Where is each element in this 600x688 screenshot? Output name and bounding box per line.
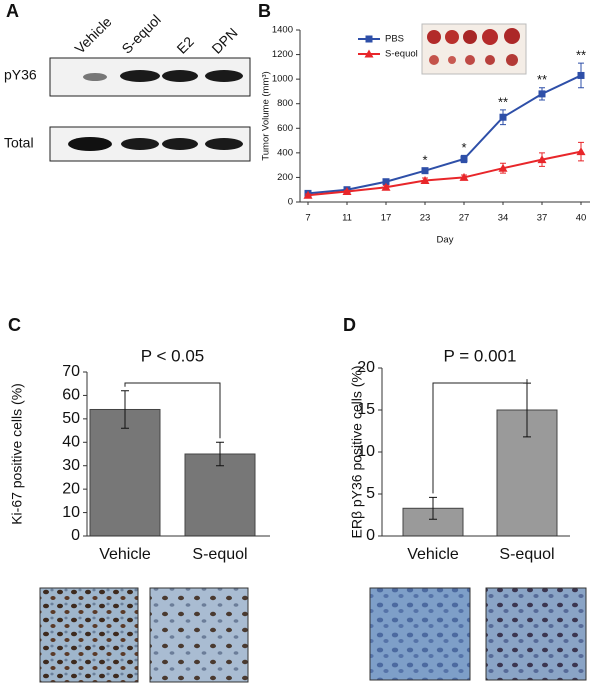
y-axis-label: ERβ pY36 positive cells (%) bbox=[349, 365, 365, 538]
marker bbox=[460, 155, 468, 163]
y-tick-label: 800 bbox=[277, 98, 293, 109]
legend-marker bbox=[364, 49, 374, 58]
bracket bbox=[124, 382, 221, 439]
y-tick-label: 400 bbox=[277, 147, 293, 158]
series-line bbox=[307, 150, 582, 197]
y-axis-label: Tumor Volume (mm³) bbox=[261, 71, 272, 160]
x-tick-label: Vehicle bbox=[407, 546, 459, 563]
y-tick-label: 1200 bbox=[272, 49, 293, 60]
panel-label: D bbox=[343, 315, 356, 335]
significance: * bbox=[461, 140, 466, 155]
marker bbox=[576, 147, 586, 156]
tumor-photo bbox=[421, 23, 527, 75]
lane-label: Vehicle bbox=[71, 13, 114, 56]
row-label: pY36 bbox=[4, 67, 37, 83]
y-tick-label: 20 bbox=[357, 359, 375, 376]
y-tick-label: 60 bbox=[62, 387, 80, 404]
x-tick-label: S-equol bbox=[192, 546, 247, 563]
band bbox=[120, 70, 160, 82]
band bbox=[205, 70, 243, 82]
x-tick-label: 27 bbox=[459, 213, 470, 224]
panel-label: B bbox=[258, 1, 271, 21]
panel-label: A bbox=[6, 1, 19, 21]
row-label: Total bbox=[4, 135, 34, 151]
marker bbox=[499, 113, 507, 121]
x-tick-label: 11 bbox=[342, 213, 352, 224]
ihc-image bbox=[485, 587, 587, 681]
p-value: P < 0.05 bbox=[141, 346, 205, 365]
y-tick-label: 1000 bbox=[272, 74, 293, 85]
x-axis-label: Day bbox=[437, 235, 454, 246]
y-tick-label: 0 bbox=[366, 527, 375, 544]
ihc-image bbox=[369, 587, 471, 681]
bar bbox=[89, 408, 161, 537]
lane-label: DPN bbox=[208, 25, 240, 57]
significance: ** bbox=[576, 48, 586, 63]
x-tick-label: 40 bbox=[576, 213, 587, 224]
x-tick-label: 17 bbox=[381, 213, 392, 224]
band bbox=[162, 70, 198, 82]
p-value: P = 0.001 bbox=[444, 346, 517, 365]
band bbox=[121, 138, 159, 150]
x-tick-label: Vehicle bbox=[99, 546, 151, 563]
legend-label: S-equol bbox=[385, 49, 418, 60]
blot-panel: Vehicle S-equol E2 DPN pY36 Total bbox=[4, 11, 251, 162]
ihc-image bbox=[149, 587, 249, 683]
x-tick-label: S-equol bbox=[499, 546, 554, 563]
bracket bbox=[432, 379, 528, 494]
band bbox=[83, 73, 107, 81]
error-bar bbox=[429, 496, 437, 520]
y-tick-label: 40 bbox=[62, 434, 80, 451]
y-tick-label: 10 bbox=[357, 443, 375, 460]
x-tick-label: 34 bbox=[498, 213, 509, 224]
y-tick-label: 600 bbox=[277, 123, 293, 134]
y-tick-label: 70 bbox=[62, 363, 80, 380]
y-tick-label: 200 bbox=[277, 172, 293, 183]
marker bbox=[459, 172, 469, 181]
marker bbox=[498, 163, 508, 172]
marker bbox=[381, 182, 391, 191]
significance: ** bbox=[498, 94, 508, 109]
y-axis-label: Ki-67 positive cells (%) bbox=[9, 383, 25, 525]
series-line bbox=[307, 74, 582, 195]
y-tick-label: 0 bbox=[288, 197, 293, 208]
y-tick-label: 20 bbox=[62, 480, 80, 497]
marker bbox=[303, 190, 313, 199]
significance: ** bbox=[537, 72, 547, 87]
marker bbox=[382, 178, 390, 186]
band bbox=[162, 138, 198, 150]
y-tick-label: 0 bbox=[71, 527, 80, 544]
band bbox=[68, 137, 112, 151]
y-tick-label: 1400 bbox=[272, 25, 293, 36]
x-tick-label: 37 bbox=[537, 213, 548, 224]
legend-label: PBS bbox=[385, 34, 404, 45]
legend-marker bbox=[365, 35, 373, 43]
significance: * bbox=[422, 153, 427, 168]
ihc-image bbox=[39, 587, 139, 683]
error-bar bbox=[216, 441, 224, 467]
y-tick-label: 10 bbox=[62, 504, 80, 521]
x-tick-label: 7 bbox=[305, 213, 310, 224]
bar bbox=[184, 453, 256, 537]
marker bbox=[537, 155, 547, 164]
y-tick-label: 30 bbox=[62, 457, 80, 474]
band bbox=[205, 138, 243, 150]
panel-label: C bbox=[8, 315, 21, 335]
lane-label: S-equol bbox=[118, 11, 163, 56]
marker bbox=[577, 71, 585, 79]
marker bbox=[342, 187, 352, 196]
error-bar bbox=[121, 390, 129, 429]
y-tick-label: 15 bbox=[357, 401, 375, 418]
marker bbox=[538, 90, 546, 98]
marker bbox=[421, 167, 429, 175]
y-tick-label: 50 bbox=[62, 410, 80, 427]
lane-label: E2 bbox=[173, 33, 197, 57]
x-tick-label: 23 bbox=[420, 213, 431, 224]
y-tick-label: 5 bbox=[366, 485, 375, 502]
marker bbox=[420, 176, 430, 184]
